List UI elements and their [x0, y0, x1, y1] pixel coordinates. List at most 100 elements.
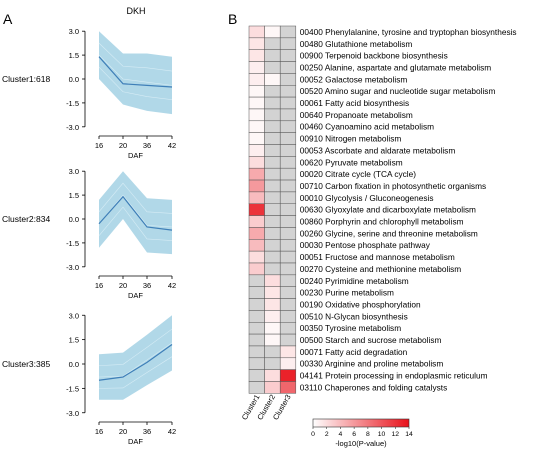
- heatmap-cell: [279, 333, 297, 347]
- heatmap-cell: [264, 322, 281, 335]
- heatmap-cell: [264, 132, 281, 145]
- y-tick-label: 3.0: [69, 27, 79, 36]
- heatmap-row-label: 04141 Protein processing in endoplasmic …: [300, 371, 488, 381]
- y-tick-label: -1.5: [66, 99, 79, 108]
- heatmap-cell: [279, 132, 297, 145]
- heatmap-row-label: 00710 Carbon fixation in photosynthetic …: [300, 181, 486, 191]
- cluster-label: Cluster2:834: [2, 214, 50, 224]
- y-tick-label: 0.0: [69, 75, 79, 84]
- line-chart-panels: 3.0 1.5 0.0 -1.5 -3.0 16 20 36 42 DAF Cluster1:618…: [2, 27, 176, 446]
- profile-strand: [98, 328, 173, 366]
- legend-title: -log10(P-value): [335, 439, 387, 448]
- heatmap-cell: [248, 167, 265, 181]
- heatmap-cell: [264, 144, 281, 157]
- heatmap-cell: [264, 369, 281, 382]
- x-tick-label: 42: [168, 281, 176, 290]
- heatmap-cell: [264, 286, 281, 299]
- heatmap-cell: [248, 144, 265, 157]
- x-tick-label: 36: [143, 141, 151, 150]
- x-axis-title: DAF: [128, 291, 143, 300]
- heatmap-cell: [248, 108, 265, 122]
- y-tick-label: -1.5: [66, 239, 79, 248]
- heatmap-cell: [279, 286, 297, 299]
- header-title: DKH: [126, 6, 145, 16]
- heatmap-row-label: 00400 Phenylalanine, tyrosine and trypto…: [300, 27, 517, 37]
- heatmap-cell: [264, 191, 281, 204]
- heatmap-cell: [279, 49, 297, 62]
- y-tick-label: -3.0: [66, 409, 79, 418]
- heatmap-cell: [264, 96, 281, 110]
- heatmap-row-label: 00900 Terpenoid backbone biosynthesis: [300, 51, 448, 61]
- heatmap-row-label: 03110 Chaperones and folding catalysts: [300, 382, 447, 392]
- heatmap-cell: [248, 239, 265, 252]
- heatmap-row-label: 00910 Nitrogen metabolism: [300, 134, 402, 144]
- heatmap-cell: [279, 191, 297, 204]
- heatmap-cell: [279, 179, 297, 193]
- y-tick-label: -1.5: [66, 384, 79, 393]
- legend-tick-label: 0: [311, 431, 315, 438]
- legend-tick-label: 12: [392, 431, 400, 438]
- heatmap-cell: [279, 227, 297, 240]
- heatmap-cell: [279, 381, 297, 394]
- heatmap-cell: [264, 179, 281, 193]
- heatmap-row-label: 00053 Ascorbate and aldarate metabolism: [300, 145, 456, 155]
- heatmap-cell: [279, 250, 297, 264]
- heatmap-cell: [248, 132, 265, 145]
- heatmap-cell: [279, 215, 297, 228]
- heatmap-cell: [279, 167, 297, 181]
- mean-line: [98, 195, 173, 231]
- x-tick-label: 20: [119, 141, 127, 150]
- heatmap-cell: [279, 96, 297, 110]
- heatmap-cell: [279, 274, 297, 287]
- heatmap-cell: [264, 156, 281, 169]
- heatmap-cell: [248, 191, 265, 204]
- profile-strand: [98, 356, 173, 389]
- heatmap-cell: [248, 381, 265, 394]
- heatmap-cell: [264, 37, 281, 50]
- heatmap-cell: [248, 262, 265, 276]
- heatmap-cell: [279, 369, 297, 382]
- heatmap-cell: [279, 25, 297, 39]
- profile-strand: [98, 182, 173, 214]
- profile-strand: [98, 66, 173, 101]
- cluster-label: Cluster1:618: [2, 74, 50, 84]
- heatmap-cell: [248, 179, 265, 193]
- heatmap-cell: [279, 357, 297, 370]
- heatmap-cell: [264, 333, 281, 347]
- heatmap-cell: [279, 73, 297, 86]
- heatmap-cell: [264, 167, 281, 181]
- heatmap-row-label: 00630 Glyoxylate and dicarboxylate metab…: [300, 205, 476, 215]
- heatmap-cell: [248, 25, 265, 39]
- heatmap-cell: [264, 61, 281, 74]
- heatmap-row-label: 00250 Alanine, aspartate and glutamate m…: [300, 62, 492, 72]
- heatmap-cell: [279, 108, 297, 122]
- heatmap-row-label: 00500 Starch and sucrose metabolism: [300, 335, 442, 345]
- heatmap-cell: [248, 120, 265, 133]
- profile-strand: [98, 206, 173, 241]
- heatmap-cell: [264, 381, 281, 394]
- x-tick-label: 20: [119, 427, 127, 436]
- profile-strand: [98, 342, 173, 378]
- heatmap-cell: [264, 108, 281, 122]
- heatmap-row-label: 00052 Galactose metabolism: [300, 74, 408, 84]
- heatmap-cell: [264, 203, 281, 216]
- y-tick-label: 3.0: [69, 311, 79, 320]
- x-tick-label: 16: [95, 281, 103, 290]
- y-tick-label: -3.0: [66, 263, 79, 272]
- heatmap-row-label: 00010 Glycolysis / Gluconeogenesis: [300, 193, 434, 203]
- heatmap-row-label: 00270 Cysteine and methionine metabolism: [300, 264, 462, 274]
- heatmap-cell: [264, 262, 281, 276]
- heatmap-cell: [279, 156, 297, 169]
- heatmap-cell: [264, 215, 281, 228]
- x-tick-label: 42: [168, 427, 176, 436]
- heatmap-panel: 00400 Phenylalanine, tyrosine and trypto…: [240, 25, 517, 422]
- heatmap-cell: [279, 120, 297, 133]
- heatmap-cell: [248, 298, 265, 311]
- heatmap-cell: [264, 120, 281, 133]
- heatmap-row-label: 00260 Glycine, serine and threonine meta…: [300, 228, 478, 238]
- x-tick-label: 42: [168, 141, 176, 150]
- x-axis-title: DAF: [128, 151, 143, 160]
- heatmap-row-label: 00230 Purine metabolism: [300, 288, 394, 298]
- heatmap-row-label: 00640 Propanoate metabolism: [300, 110, 413, 120]
- y-tick-label: 0.0: [69, 360, 79, 369]
